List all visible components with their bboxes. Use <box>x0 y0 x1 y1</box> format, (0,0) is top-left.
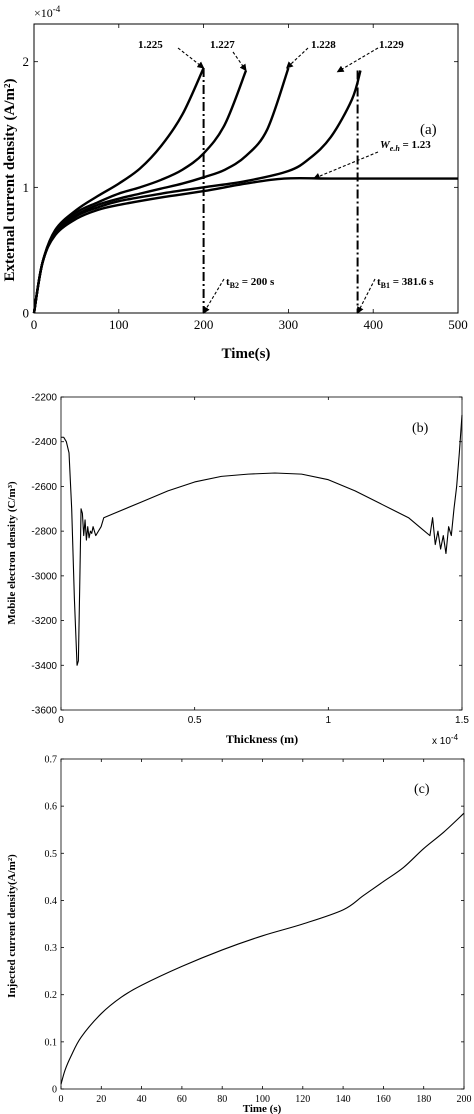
x-tick-label: 20 <box>96 1094 106 1105</box>
x-tick-label: 300 <box>279 317 299 332</box>
panel-b-y-axis-label: Mobile electron density (C/m³) <box>6 481 18 625</box>
y-tick-label: 0.4 <box>45 896 58 907</box>
y-tick-label: 0.3 <box>45 943 58 954</box>
label-tb1: tB1 = 381.6 s <box>377 276 434 290</box>
y-tick-label: -3400 <box>31 661 57 672</box>
annotation-arrow <box>203 278 225 314</box>
annotation-arrow <box>232 51 247 72</box>
annotation-arrow <box>285 47 309 69</box>
panel-b-frame <box>60 396 463 711</box>
x-tick-label: 120 <box>295 1094 310 1105</box>
y-tick-label: 0.7 <box>45 755 58 766</box>
x-tick-label: 0 <box>59 1094 64 1105</box>
x-tick-label: 140 <box>336 1094 351 1105</box>
x-tick-label: 1 <box>326 715 332 726</box>
panel-b-x-exponent: x 10-4 <box>432 733 459 747</box>
label-1225: 1.225 <box>138 39 163 51</box>
y-tick-label: 0.6 <box>45 802 58 813</box>
annotation-arrow <box>312 151 379 180</box>
panel-b-x-axis-label: Thickness (m) <box>226 732 298 746</box>
x-tick-label: 100 <box>109 317 129 332</box>
y-tick-label: 0.5 <box>45 849 58 860</box>
x-tick-label: 0 <box>58 715 64 726</box>
label-1228: 1.228 <box>311 39 336 51</box>
y-tick-label: 0 <box>23 306 30 321</box>
x-tick-label: 160 <box>376 1094 391 1105</box>
x-tick-label: 400 <box>363 317 383 332</box>
panel-a: 0 100 200 300 400 500 0 1 2 (a) Time(s) External… <box>2 4 468 362</box>
panel-a-y-axis-label: External current density (A/m²) <box>2 79 18 282</box>
label-weh: We.h = 1.23 <box>380 139 431 153</box>
label-tb2: tB2 = 200 s <box>226 276 275 290</box>
y-tick-label: 1 <box>23 180 30 195</box>
y-tick-label: -3600 <box>31 706 57 717</box>
y-tick-label: -2200 <box>31 393 57 404</box>
annotation-arrow <box>177 47 205 69</box>
x-tick-label: 40 <box>137 1094 147 1105</box>
panel-a-label: (a) <box>420 122 437 138</box>
x-tick-label: 100 <box>255 1094 270 1105</box>
y-tick-label: 2 <box>23 54 30 69</box>
x-tick-label: 1.5 <box>455 715 469 726</box>
x-tick-label: 0.5 <box>188 715 202 726</box>
y-tick-label: -3200 <box>31 616 57 627</box>
panel-c-y-axis-label: Injected current density(A/m²) <box>6 854 18 998</box>
panel-b-label: (b) <box>412 421 429 436</box>
y-tick-label: 0.2 <box>45 990 58 1001</box>
x-tick-label: 180 <box>416 1094 431 1105</box>
x-tick-label: 500 <box>448 317 468 332</box>
annotation-arrow <box>357 278 376 314</box>
label-1229: 1.229 <box>379 39 404 51</box>
x-tick-label: 0 <box>31 317 38 332</box>
panel-c-frame <box>60 758 465 1090</box>
series-line-1 <box>32 70 248 314</box>
series-line-0 <box>61 414 463 666</box>
y-tick-label: -2600 <box>31 482 57 493</box>
y-tick-label: 0.1 <box>45 1037 58 1048</box>
x-tick-label: 200 <box>194 317 214 332</box>
panel-c-x-axis-label: Time (s) <box>243 1103 282 1114</box>
panel-c-label: (c) <box>414 782 430 797</box>
series-line-0 <box>60 812 465 1085</box>
label-1227: 1.227 <box>210 39 235 51</box>
y-tick-label: -3000 <box>31 571 57 582</box>
x-tick-label: 200 <box>457 1094 472 1105</box>
y-tick-label: 0 <box>52 1085 57 1096</box>
y-tick-label: -2400 <box>31 437 57 448</box>
panel-c: 0 20 40 60 80 100 120 140 160 180 200 0 0.1 0.2 0.3 0.4… <box>6 755 472 1114</box>
panel-a-y-exponent: ×10-4 <box>34 4 61 20</box>
x-tick-label: 60 <box>177 1094 187 1105</box>
panel-a-x-axis-label: Time(s) <box>222 346 271 362</box>
y-tick-label: -2800 <box>31 527 57 538</box>
panel-a-frame <box>33 23 459 314</box>
panel-b: 0 0.5 1 1.5 -2200 -2400 -2600 -2800 -3000 -3200 -3… <box>6 393 469 748</box>
annotation-arrow <box>336 47 379 73</box>
x-tick-label: 80 <box>217 1094 227 1105</box>
series-line-4 <box>32 176 458 314</box>
